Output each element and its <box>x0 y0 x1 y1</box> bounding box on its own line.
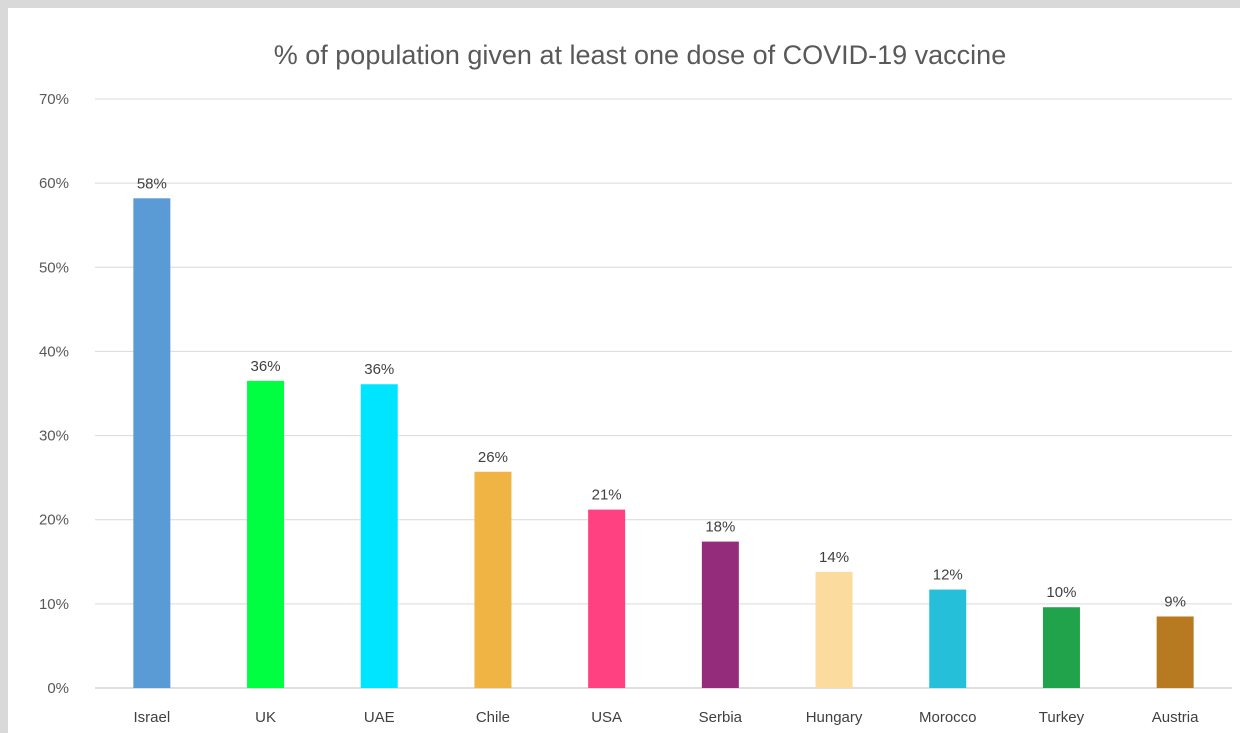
x-axis-categories: Israel UK UAE Chile USA Serbia Hungary Morocco T… <box>134 709 1200 726</box>
y-tick-label: 70% <box>39 91 69 108</box>
bar-hungary <box>815 571 853 688</box>
x-tick-label-usa: USA <box>591 709 622 726</box>
x-tick-label-serbia: Serbia <box>699 709 743 726</box>
bar-uk <box>247 380 285 688</box>
data-label-austria: 9% <box>1164 593 1186 610</box>
data-label-uae: 36% <box>364 361 394 378</box>
bar-morocco <box>929 589 967 688</box>
bar-chile <box>474 471 512 688</box>
bar-chart: % of population given at least one dose … <box>39 40 1232 726</box>
x-tick-label-austria: Austria <box>1152 709 1199 726</box>
bar-serbia <box>701 541 739 688</box>
data-label-serbia: 18% <box>705 519 735 536</box>
y-tick-label: 30% <box>39 428 69 445</box>
data-label-turkey: 10% <box>1046 584 1076 601</box>
data-label-usa: 21% <box>592 487 622 504</box>
y-tick-label: 10% <box>39 596 69 613</box>
x-tick-label-morocco: Morocco <box>919 709 977 726</box>
y-tick-label: 20% <box>39 512 69 529</box>
gridlines <box>95 98 1232 689</box>
x-tick-label-hungary: Hungary <box>806 709 863 726</box>
bar-usa <box>588 509 626 688</box>
chart-area: % of population given at least one dose … <box>8 8 1240 733</box>
chart-title: % of population given at least one dose … <box>274 40 1006 70</box>
y-axis-ticks: 0% 10% 20% 30% 40% 50% 60% 70% <box>39 91 69 697</box>
data-labels: 58% 36% 36% 26% 21% 18% 14% 12% 10% 9% <box>137 175 1186 610</box>
bars <box>133 198 1194 688</box>
x-tick-label-uae: UAE <box>364 709 395 726</box>
data-label-uk: 36% <box>251 358 281 375</box>
bar-uae <box>360 384 398 688</box>
bar-israel <box>133 198 171 688</box>
y-tick-label: 60% <box>39 175 69 192</box>
y-tick-label: 40% <box>39 343 69 360</box>
x-tick-label-uk: UK <box>255 709 276 726</box>
x-tick-label-chile: Chile <box>476 709 510 726</box>
data-label-chile: 26% <box>478 449 508 466</box>
x-tick-label-israel: Israel <box>134 709 171 726</box>
bar-turkey <box>1042 607 1080 688</box>
y-tick-label: 50% <box>39 259 69 276</box>
data-label-hungary: 14% <box>819 549 849 566</box>
y-tick-label: 0% <box>47 680 69 697</box>
data-label-morocco: 12% <box>933 567 963 584</box>
bar-austria <box>1156 616 1194 688</box>
data-label-israel: 58% <box>137 175 167 192</box>
x-tick-label-turkey: Turkey <box>1039 709 1085 726</box>
